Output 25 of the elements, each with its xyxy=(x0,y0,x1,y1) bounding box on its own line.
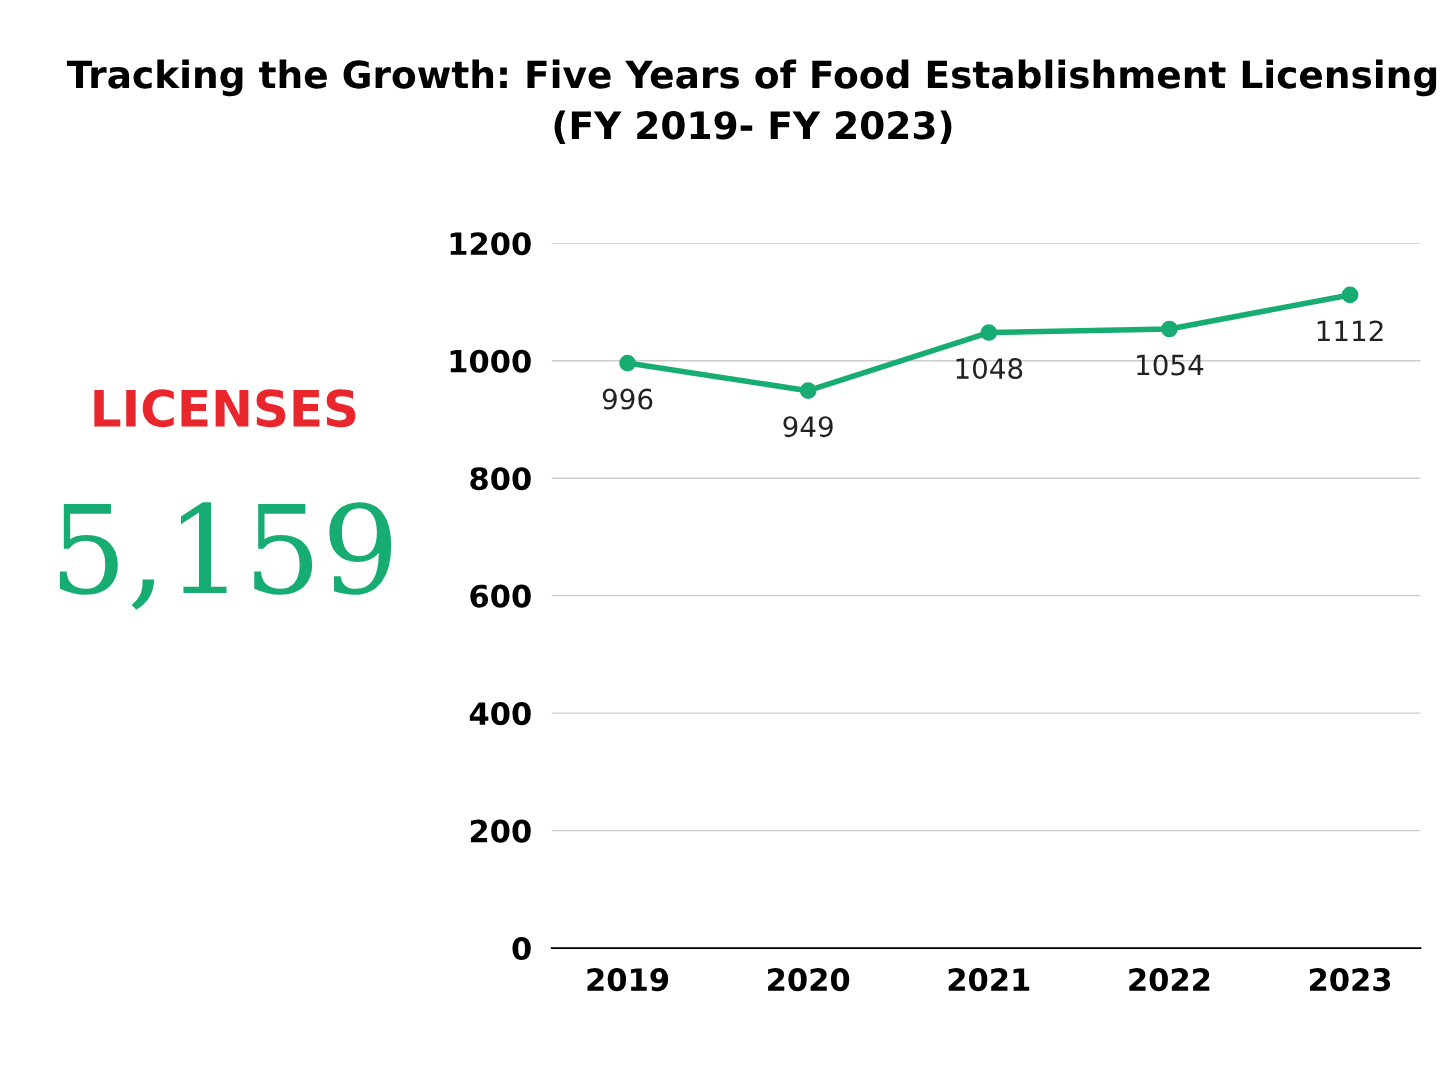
y-tick-label: 800 xyxy=(470,467,531,491)
chart-title: Tracking the Growth: Five Years of Food Establishment Licensing (FY 2019- FY 2023) xyxy=(66,59,1437,144)
point xyxy=(799,382,817,400)
y-tick-label: 400 xyxy=(469,702,531,726)
x-tick-label: 2021 xyxy=(948,968,1030,992)
y-tick-label: 200 xyxy=(470,819,531,843)
point xyxy=(619,354,636,372)
data-label: 996 xyxy=(602,388,653,410)
x-tick-label: 2023 xyxy=(1309,968,1391,992)
text: 5,159 xyxy=(59,502,392,610)
y-tick-label: 1200 xyxy=(450,232,531,256)
y-tick-label: 1000 xyxy=(450,349,531,373)
point xyxy=(980,324,998,341)
y-tick-label: 600 xyxy=(470,584,531,608)
data-label: 1054 xyxy=(1137,354,1204,376)
x-tick-label: 2020 xyxy=(768,968,850,992)
data-label: 949 xyxy=(783,416,833,438)
text: LICENSES xyxy=(94,389,356,428)
point xyxy=(1161,320,1178,338)
data-label: 1048 xyxy=(956,358,1023,380)
x-tick-label: 2022 xyxy=(1129,968,1210,992)
point xyxy=(1341,286,1359,304)
data-label: 1112 xyxy=(1317,320,1383,342)
x-tick-label: 2019 xyxy=(587,968,669,992)
y-tick-label: 0 xyxy=(512,937,531,961)
